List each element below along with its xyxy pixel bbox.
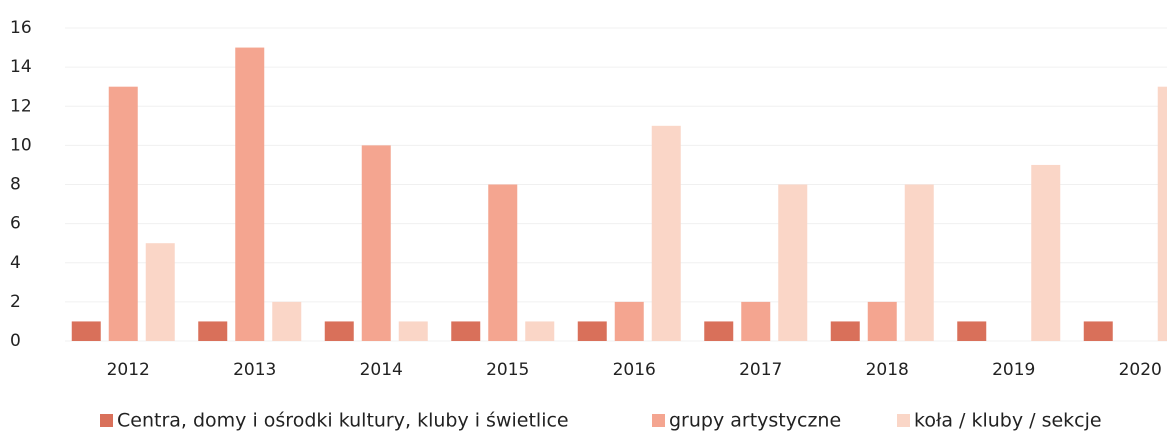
bar bbox=[525, 321, 555, 341]
y-tick-label: 16 bbox=[10, 18, 32, 38]
x-tick-label: 2014 bbox=[360, 360, 403, 380]
bar bbox=[577, 321, 607, 341]
bar bbox=[778, 184, 808, 341]
legend-label: Centra, domy i ośrodki kultury, kluby i … bbox=[117, 410, 569, 432]
bar bbox=[361, 145, 391, 341]
y-tick-label: 8 bbox=[10, 175, 21, 195]
bar bbox=[1157, 86, 1167, 341]
legend-swatch bbox=[652, 414, 665, 427]
y-tick-label: 2 bbox=[10, 292, 21, 312]
bar bbox=[614, 301, 644, 341]
bar bbox=[272, 301, 302, 341]
bar bbox=[235, 47, 265, 341]
bar bbox=[830, 321, 860, 341]
x-tick-label: 2016 bbox=[613, 360, 656, 380]
x-tick-label: 2015 bbox=[486, 360, 529, 380]
x-tick-label: 2018 bbox=[866, 360, 909, 380]
bar bbox=[451, 321, 481, 341]
y-tick-label: 12 bbox=[10, 96, 32, 116]
bar bbox=[1083, 321, 1113, 341]
x-tick-label: 2012 bbox=[107, 360, 150, 380]
x-tick-label: 2020 bbox=[1119, 360, 1162, 380]
y-tick-label: 4 bbox=[10, 253, 21, 273]
legend-label: koła / kluby / sekcje bbox=[914, 410, 1102, 432]
bar bbox=[488, 184, 518, 341]
bar bbox=[1031, 164, 1061, 341]
y-tick-label: 6 bbox=[10, 214, 21, 234]
x-tick-label: 2017 bbox=[739, 360, 782, 380]
x-tick-label: 2013 bbox=[233, 360, 276, 380]
bar bbox=[704, 321, 734, 341]
legend-label: grupy artystyczne bbox=[669, 410, 841, 432]
legend-swatch bbox=[897, 414, 910, 427]
y-tick-label: 0 bbox=[10, 331, 21, 351]
bar bbox=[198, 321, 228, 341]
bar bbox=[651, 125, 681, 341]
bar bbox=[957, 321, 987, 341]
bar bbox=[398, 321, 428, 341]
legend-swatch bbox=[100, 414, 113, 427]
bar bbox=[904, 184, 934, 341]
y-tick-label: 14 bbox=[10, 57, 32, 77]
bar bbox=[324, 321, 354, 341]
bar bbox=[867, 301, 897, 341]
bar bbox=[71, 321, 101, 341]
x-tick-label: 2019 bbox=[992, 360, 1035, 380]
bar bbox=[108, 86, 138, 341]
y-tick-label: 10 bbox=[10, 135, 32, 155]
bar bbox=[145, 243, 175, 341]
bar bbox=[741, 301, 771, 341]
